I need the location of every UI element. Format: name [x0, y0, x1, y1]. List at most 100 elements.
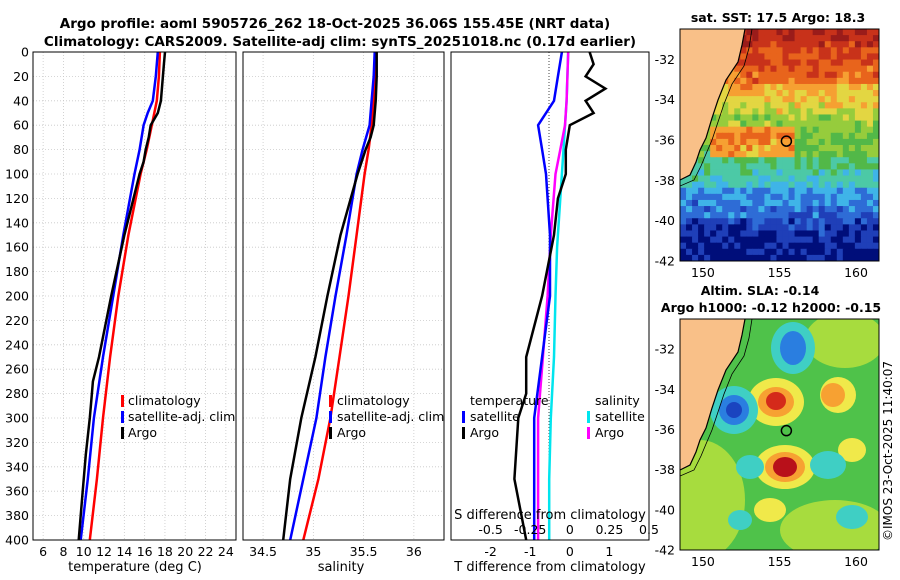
- sst-cell: [704, 181, 711, 189]
- sst-cell: [860, 254, 868, 261]
- sst-cell: [752, 254, 759, 261]
- sst-cell: [746, 138, 753, 146]
- sst-cell: [830, 151, 838, 158]
- sst-cell: [776, 175, 784, 183]
- sst-cell: [692, 212, 699, 219]
- sst-cell: [746, 181, 753, 189]
- sst-cell: [710, 157, 717, 164]
- sst-cell: [692, 224, 699, 232]
- sst-cell: [848, 114, 856, 122]
- sst-cell: [812, 248, 820, 256]
- sst-cell: [698, 169, 705, 177]
- sst-cell: [722, 132, 729, 140]
- lat-tick-label: -32: [655, 342, 675, 357]
- sst-cell: [722, 181, 729, 189]
- x-tick-label: 1: [605, 544, 613, 559]
- sla-map: Altim. SLA: -0.14 Argo h1000: -0.12 h200…: [655, 283, 882, 569]
- sst-cell: [812, 83, 820, 91]
- sst-cell: [734, 65, 741, 73]
- sst-cell: [764, 53, 772, 61]
- sst-cell: [854, 181, 862, 189]
- sst-cell: [770, 206, 778, 213]
- sst-cell: [734, 145, 741, 152]
- legend-label-climatology: climatology: [337, 393, 410, 408]
- sst-cell: [716, 151, 723, 158]
- sst-cell: [776, 71, 784, 79]
- sst-cell: [698, 151, 705, 158]
- sst-cell: [806, 224, 814, 232]
- sst-cell: [848, 187, 856, 195]
- sst-cell: [794, 114, 802, 122]
- sst-cell: [788, 126, 796, 134]
- sst-cell: [746, 35, 753, 42]
- sst-cell: [746, 199, 753, 207]
- sst-cell: [836, 212, 844, 219]
- sst-cell: [758, 218, 766, 225]
- sst-cell: [728, 187, 735, 195]
- sst-cell: [800, 41, 808, 48]
- sst-cell: [800, 77, 808, 85]
- depth-tick-label: 300: [5, 411, 29, 426]
- salinity-grid: [243, 52, 444, 540]
- sst-cell: [752, 132, 759, 140]
- sst-cell: [740, 175, 747, 183]
- sla-isobath: [680, 319, 753, 477]
- sst-cell: [836, 230, 844, 238]
- sst-cell: [680, 236, 687, 244]
- sst-cell: [872, 96, 879, 103]
- sst-cell: [782, 108, 790, 116]
- sst-cell: [776, 59, 784, 67]
- sst-cell: [746, 132, 753, 140]
- sst-cell: [788, 47, 796, 55]
- sst-cell: [872, 181, 879, 189]
- sst-cell: [734, 163, 741, 171]
- sst-cell: [698, 181, 705, 189]
- sst-cell: [824, 206, 832, 213]
- sst-cell: [788, 224, 796, 232]
- sst-cell: [782, 71, 790, 79]
- sst-cell: [740, 90, 747, 97]
- sst-cell: [746, 102, 753, 109]
- sst-cell: [782, 35, 790, 42]
- sst-cell: [776, 35, 784, 42]
- sst-cell: [812, 59, 820, 67]
- sst-cell: [686, 236, 693, 244]
- x-tick-label: 6: [39, 544, 47, 559]
- sst-cell: [716, 187, 723, 195]
- sst-cell: [740, 242, 747, 250]
- s-difference-xlabel: S difference from climatology: [454, 508, 646, 523]
- sst-cell: [818, 108, 826, 116]
- s-tick-label: 0.5: [639, 522, 659, 537]
- sst-cell: [710, 120, 717, 128]
- sst-cell: [860, 29, 868, 36]
- sst-cell: [860, 90, 868, 97]
- sst-cell: [770, 77, 778, 85]
- sst-cell: [854, 187, 862, 195]
- sst-cell: [746, 169, 753, 177]
- sst-cell: [866, 90, 874, 97]
- sst-cell: [812, 224, 820, 232]
- sst-cell: [710, 175, 717, 183]
- sst-cell: [800, 151, 808, 158]
- sst-cell: [788, 248, 796, 256]
- sst-cell: [836, 126, 844, 134]
- sst-cell: [710, 212, 717, 219]
- sst-cell: [680, 230, 687, 238]
- sst-cell: [776, 230, 784, 238]
- sst-cell: [710, 163, 717, 171]
- sst-cell: [836, 157, 844, 164]
- sst-cell: [758, 145, 766, 152]
- sst-cell: [860, 199, 868, 207]
- sst-cell: [824, 35, 832, 42]
- sst-cell: [812, 41, 820, 48]
- temperature-climatology-line: [88, 52, 162, 540]
- sst-cell: [758, 114, 766, 122]
- sst-cell: [764, 169, 772, 177]
- sst-cell: [824, 242, 832, 250]
- sst-cell: [764, 59, 772, 67]
- sst-cell: [872, 59, 879, 67]
- sst-cell: [818, 212, 826, 219]
- sst-cell: [824, 77, 832, 85]
- sst-cell: [866, 157, 874, 164]
- sst-cell: [824, 187, 832, 195]
